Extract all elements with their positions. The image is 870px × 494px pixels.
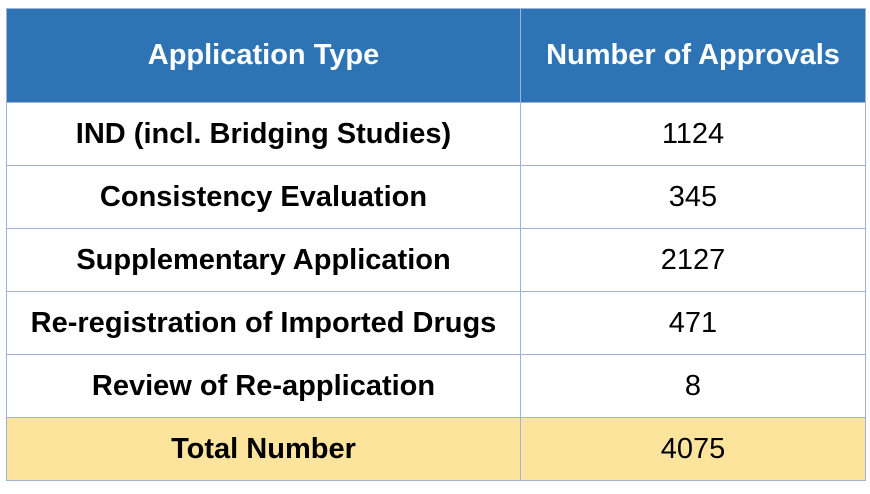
application-type-cell: Review of Re-application [6,354,521,418]
approvals-count-cell: 345 [520,165,866,229]
table-row: Review of Re-application 8 [6,354,866,418]
application-type-cell: Re-registration of Imported Drugs [6,291,521,355]
table-row: Consistency Evaluation 345 [6,165,866,229]
total-label-cell: Total Number [6,417,521,481]
application-type-cell: IND (incl. Bridging Studies) [6,102,521,166]
approvals-count-cell: 2127 [520,228,866,292]
table-header-row: Application Type Number of Approvals [6,8,866,103]
application-type-cell: Supplementary Application [6,228,521,292]
total-row: Total Number 4075 [6,417,866,481]
total-count-cell: 4075 [520,417,866,481]
approvals-table: Application Type Number of Approvals IND… [6,8,866,481]
application-type-cell: Consistency Evaluation [6,165,521,229]
header-number-of-approvals: Number of Approvals [520,8,866,103]
approvals-count-cell: 471 [520,291,866,355]
approvals-count-cell: 8 [520,354,866,418]
table-row: IND (incl. Bridging Studies) 1124 [6,102,866,166]
approvals-table-container: Application Type Number of Approvals IND… [6,8,866,481]
table-row: Re-registration of Imported Drugs 471 [6,291,866,355]
table-row: Supplementary Application 2127 [6,228,866,292]
approvals-count-cell: 1124 [520,102,866,166]
header-application-type: Application Type [6,8,521,103]
